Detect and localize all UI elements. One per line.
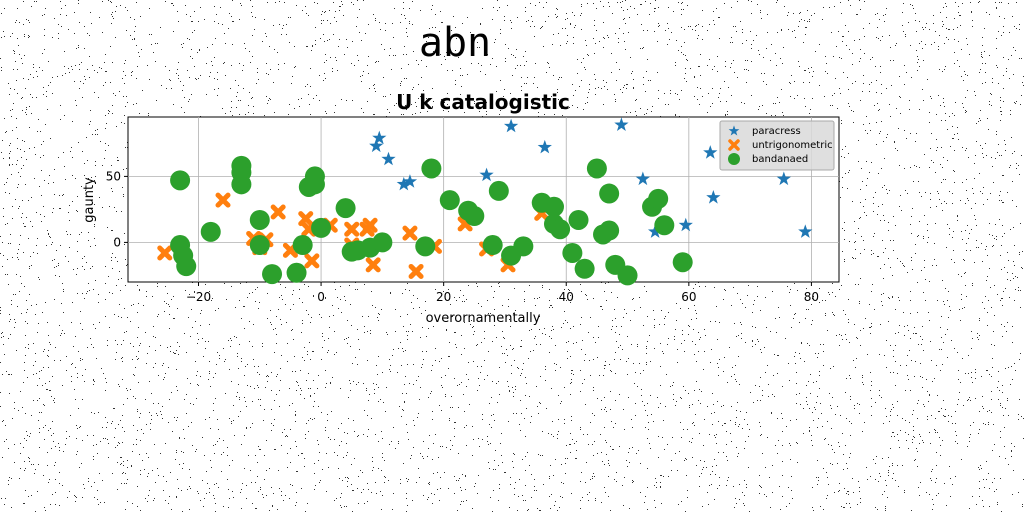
data-point bbox=[304, 253, 320, 269]
data-point bbox=[599, 183, 620, 204]
data-point bbox=[335, 198, 356, 219]
legend-label-bandanaed: bandanaed bbox=[752, 154, 808, 165]
page-title: abn bbox=[418, 20, 492, 66]
x-tick-label: 0 bbox=[317, 290, 325, 304]
data-point bbox=[365, 257, 381, 273]
x-tick-label: −20 bbox=[186, 290, 211, 304]
data-point bbox=[421, 158, 442, 179]
data-point bbox=[170, 170, 191, 191]
data-point bbox=[249, 209, 270, 230]
data-point bbox=[402, 225, 418, 241]
data-point bbox=[550, 219, 571, 240]
data-point bbox=[408, 263, 424, 279]
data-point bbox=[298, 211, 314, 227]
data-point bbox=[304, 166, 325, 187]
data-point bbox=[292, 235, 313, 256]
legend: paracress untrigonometric bandanaed bbox=[719, 120, 835, 171]
data-point bbox=[362, 217, 378, 233]
data-points bbox=[157, 117, 813, 286]
data-point bbox=[543, 196, 564, 217]
data-point bbox=[157, 245, 173, 261]
x-tick-label: 80 bbox=[804, 290, 819, 304]
x-axis-ticks: −20 0 20 40 60 80 bbox=[186, 282, 819, 304]
legend-marker-untrigonometric bbox=[728, 139, 740, 151]
legend-box bbox=[719, 120, 835, 171]
data-point bbox=[568, 209, 589, 230]
x-axis-label: overornamentally bbox=[426, 311, 541, 326]
data-point bbox=[586, 158, 607, 179]
x-tick-label: 20 bbox=[436, 290, 451, 304]
data-point bbox=[372, 232, 393, 253]
data-point bbox=[311, 217, 332, 238]
data-point bbox=[270, 204, 286, 220]
data-point bbox=[439, 190, 460, 211]
data-point bbox=[599, 220, 620, 241]
data-point bbox=[654, 215, 675, 236]
data-point bbox=[415, 236, 436, 257]
data-point bbox=[648, 188, 669, 209]
data-point bbox=[574, 258, 595, 279]
data-point bbox=[513, 236, 534, 257]
data-point bbox=[249, 235, 270, 256]
legend-marker-bandanaed bbox=[728, 153, 740, 165]
series-bandanaed bbox=[170, 155, 693, 286]
y-axis-label: gaunty bbox=[82, 177, 97, 223]
y-tick-label: 0 bbox=[113, 235, 121, 249]
data-point bbox=[672, 252, 693, 273]
data-point bbox=[617, 265, 638, 286]
legend-label-untrigonometric: untrigonometric bbox=[752, 140, 833, 151]
data-point bbox=[176, 256, 197, 277]
data-point bbox=[464, 206, 485, 226]
x-tick-label: 60 bbox=[681, 290, 696, 304]
data-point bbox=[215, 192, 231, 208]
data-point bbox=[488, 180, 509, 201]
legend-label-paracress: paracress bbox=[752, 126, 801, 137]
data-point bbox=[262, 264, 283, 285]
data-point bbox=[344, 221, 360, 237]
data-point bbox=[562, 242, 583, 263]
chart-title: U k catalogistic bbox=[396, 90, 570, 114]
y-tick-label: 50 bbox=[106, 169, 121, 183]
data-point bbox=[200, 221, 221, 242]
data-point bbox=[231, 174, 252, 195]
data-point bbox=[482, 235, 503, 256]
x-tick-label: 40 bbox=[559, 290, 574, 304]
y-axis-ticks: 0 50 bbox=[106, 169, 128, 249]
data-point bbox=[286, 262, 307, 283]
